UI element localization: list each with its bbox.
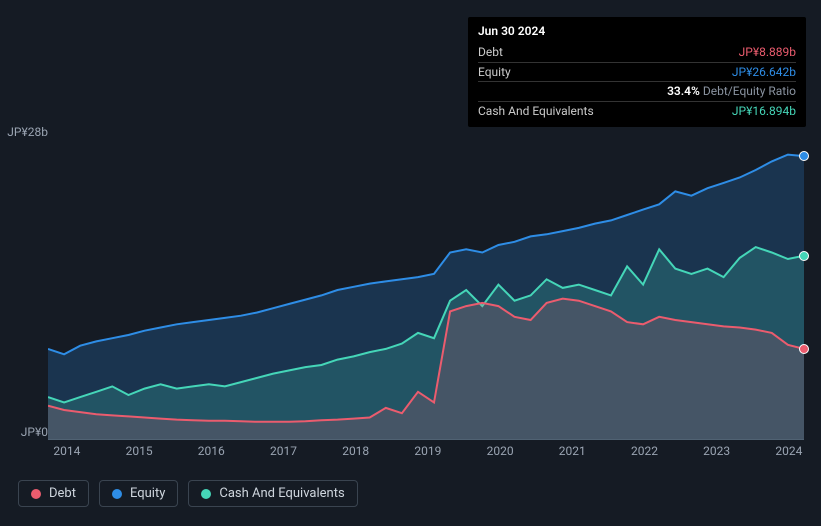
- legend-item[interactable]: Equity: [99, 480, 178, 507]
- x-axis-tick: 2017: [270, 444, 297, 458]
- legend-label: Cash And Equivalents: [219, 486, 344, 501]
- endpoint-marker-equity: [799, 151, 809, 161]
- tooltip-row: Debt JP¥8.889b: [478, 43, 796, 63]
- x-axis-tick: 2022: [631, 444, 658, 458]
- x-axis-tick: 2014: [53, 444, 80, 458]
- legend-item[interactable]: Cash And Equivalents: [188, 480, 357, 507]
- x-axis-tick: 2021: [559, 444, 586, 458]
- legend: Debt Equity Cash And Equivalents: [18, 480, 358, 507]
- endpoint-marker-debt: [799, 344, 809, 354]
- tooltip-date: Jun 30 2024: [478, 23, 796, 43]
- area-chart-svg: [48, 140, 804, 440]
- y-axis-label-top: JP¥28b: [7, 125, 48, 139]
- legend-label: Debt: [49, 486, 76, 501]
- tooltip-row-label: [478, 83, 647, 100]
- tooltip-row-value: JP¥16.894b: [732, 103, 796, 120]
- x-axis-tick: 2018: [342, 444, 369, 458]
- x-axis-tick: 2024: [775, 444, 802, 458]
- tooltip-row-value: JP¥26.642b: [732, 64, 796, 81]
- tooltip-row: Equity JP¥26.642b: [478, 63, 796, 83]
- x-axis: 2014 2015 2016 2017 2018 2019 2020 2021 2022 2023…: [48, 444, 804, 464]
- info-tooltip: Jun 30 2024 Debt JP¥8.889b Equity JP¥26.642…: [468, 17, 806, 127]
- tooltip-row: 33.4% Debt/Equity Ratio: [478, 82, 796, 102]
- tooltip-row-label: Debt: [478, 44, 719, 61]
- x-axis-tick: 2016: [198, 444, 225, 458]
- tooltip-row-label: Cash And Equivalents: [478, 103, 712, 120]
- legend-dot-icon: [112, 489, 122, 499]
- x-axis-tick: 2015: [126, 444, 153, 458]
- tooltip-row-value: 33.4% Debt/Equity Ratio: [667, 83, 796, 100]
- legend-item[interactable]: Debt: [18, 480, 89, 507]
- endpoint-marker-cash: [799, 251, 809, 261]
- x-axis-tick: 2020: [487, 444, 514, 458]
- tooltip-row-value: JP¥8.889b: [739, 44, 796, 61]
- x-axis-tick: 2019: [414, 444, 441, 458]
- legend-dot-icon: [201, 489, 211, 499]
- legend-label: Equity: [130, 486, 165, 501]
- chart-area: [48, 140, 804, 440]
- tooltip-row-label: Equity: [478, 64, 712, 81]
- x-axis-tick: 2023: [703, 444, 730, 458]
- legend-dot-icon: [31, 489, 41, 499]
- y-axis-label-bottom: JP¥0: [21, 425, 48, 439]
- tooltip-row: Cash And Equivalents JP¥16.894b: [478, 102, 796, 121]
